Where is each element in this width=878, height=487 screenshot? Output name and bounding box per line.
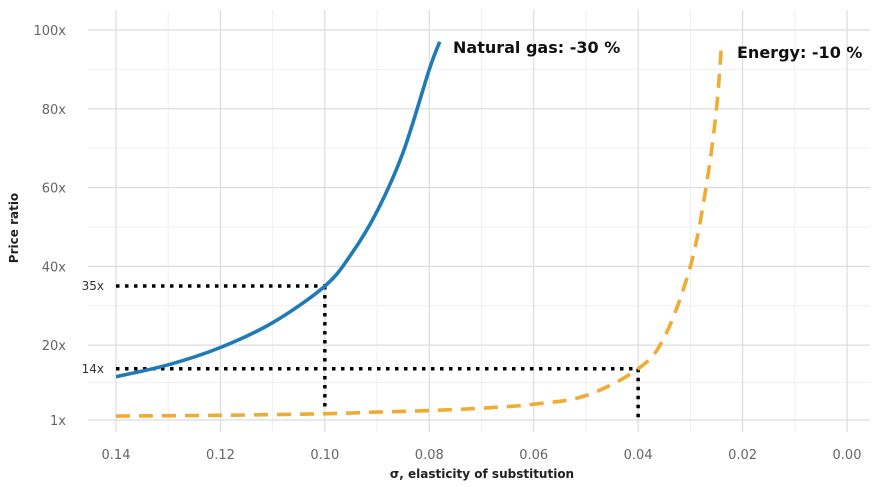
series-line-energy bbox=[115, 41, 724, 418]
reference-lines: 35x 14x bbox=[82, 279, 640, 420]
grid bbox=[88, 10, 870, 432]
series bbox=[115, 41, 724, 418]
reference-label: 35x bbox=[82, 279, 104, 293]
x-tick-label: 0.06 bbox=[519, 448, 548, 463]
annotation-natural-gas: Natural gas: -30 % bbox=[453, 38, 620, 57]
x-tick-label: 0.10 bbox=[310, 448, 339, 463]
annotations: Natural gas: -30 % Energy: -10 % bbox=[453, 38, 862, 62]
y-axis-title: Price ratio bbox=[7, 193, 21, 263]
x-tick-label: 0.04 bbox=[624, 448, 653, 463]
y-tick-label: 80x bbox=[42, 103, 67, 118]
y-axis: 1x 20x 40x 60x 80x 100x bbox=[33, 24, 66, 429]
y-tick-label: 60x bbox=[42, 182, 67, 197]
y-tick-label: 40x bbox=[42, 260, 67, 275]
series-line-natural-gas bbox=[115, 41, 442, 379]
reference-label: 14x bbox=[82, 362, 104, 376]
y-tick-label: 20x bbox=[42, 339, 67, 354]
x-tick-label: 0.12 bbox=[206, 448, 235, 463]
annotation-energy: Energy: -10 % bbox=[737, 43, 862, 62]
y-tick-label: 100x bbox=[33, 24, 66, 39]
x-axis: 0.14 0.12 0.10 0.08 0.06 0.04 0.02 0.00 bbox=[102, 448, 862, 463]
x-tick-label: 0.00 bbox=[833, 448, 862, 463]
x-tick-label: 0.14 bbox=[102, 448, 131, 463]
y-tick-label: 1x bbox=[50, 414, 66, 429]
x-tick-label: 0.08 bbox=[415, 448, 444, 463]
x-tick-label: 0.02 bbox=[728, 448, 757, 463]
x-axis-title: σ, elasticity of substitution bbox=[390, 467, 574, 481]
